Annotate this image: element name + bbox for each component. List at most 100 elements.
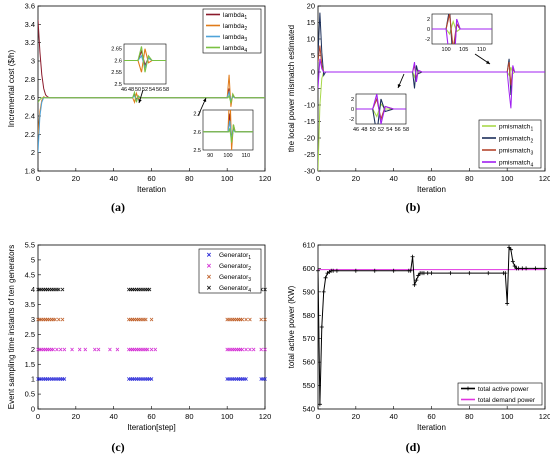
c-event-marker-g3: × xyxy=(142,317,146,324)
c-event-marker-g3: × xyxy=(227,317,231,324)
c-event-marker-g1: × xyxy=(146,377,150,384)
d-series-point xyxy=(520,266,525,271)
b-inset-1: 100 105 110 -2 0 2 xyxy=(425,13,493,53)
c-event-marker-g1: × xyxy=(233,377,237,384)
a-zoom-arrow-2-head xyxy=(202,98,207,102)
a-ytick-label: 3.2 xyxy=(25,38,35,47)
d-series-point xyxy=(372,268,377,273)
a-legend-label-text: lambda xyxy=(223,34,245,41)
b-ytick-label: -10 xyxy=(304,101,315,110)
c-ytick-label: 3.5 xyxy=(25,300,35,309)
c-event-marker-g1: × xyxy=(136,377,140,384)
c-event-marker-g1: × xyxy=(244,377,248,384)
c-event-marker-g2: × xyxy=(51,347,55,354)
c-event-marker-g1: × xyxy=(38,377,42,384)
d-series-point xyxy=(510,259,515,264)
c-event-marker-g3: × xyxy=(42,317,46,324)
d-xtick-label: 100 xyxy=(501,412,514,421)
d-series-point xyxy=(486,271,491,276)
c-ytick-label: 4.5 xyxy=(25,270,35,279)
c-ytick-label: 4 xyxy=(31,285,35,294)
c-xtick-label: 0 xyxy=(36,412,40,421)
b-inset-xtick-label: 105 xyxy=(459,47,468,53)
c-event-marker-g3: × xyxy=(240,317,244,324)
b-legend-box xyxy=(478,119,542,169)
c-event-marker-g3: × xyxy=(231,317,235,324)
c-event-marker-g2: × xyxy=(235,347,239,354)
c-event-marker-g4: × xyxy=(136,287,140,294)
c-legend-label-text: Generator xyxy=(219,252,249,259)
c-event-marker-g1: × xyxy=(259,377,263,384)
a-inset-ytick-label: 2.65 xyxy=(111,47,122,53)
a-inset-xtick-label: 46 xyxy=(121,87,127,93)
c-event-marker-g4: × xyxy=(36,287,40,294)
c-event-marker-g1: × xyxy=(229,377,233,384)
c-event-marker-g1: × xyxy=(42,377,46,384)
a-legend-label: lambda4 xyxy=(223,45,247,54)
a-inset-ytick-label: 2.55 xyxy=(111,70,122,76)
a-legend-label-sub: 2 xyxy=(244,26,247,32)
c-event-marker-g3: × xyxy=(136,317,140,324)
caption-a: (a) xyxy=(111,200,125,214)
c-event-marker-g2: × xyxy=(144,347,148,354)
b-legend-label: pmismatch3 xyxy=(499,148,533,157)
c-event-marker-g2: × xyxy=(248,347,252,354)
b-xtick-label: 60 xyxy=(427,174,435,183)
c-event-marker-g3: × xyxy=(127,317,131,324)
c-event-marker-g1: × xyxy=(144,377,148,384)
a-inset-xtick-label: 58 xyxy=(163,87,169,93)
d-series-point xyxy=(317,402,322,407)
d-legend-label: total demand power xyxy=(478,397,536,404)
c-event-marker-g1: × xyxy=(231,377,235,384)
a-inset-xtick-label: 54 xyxy=(149,87,155,93)
a-legend-label-text: lambda xyxy=(223,23,245,30)
c-ytick-label: 5.5 xyxy=(25,241,35,250)
c-event-marker-g2: × xyxy=(263,347,267,354)
d-series-point xyxy=(408,268,413,273)
c-legend-label: Generator1 xyxy=(219,252,251,261)
d-series-point xyxy=(533,266,538,271)
d-series-point xyxy=(503,271,508,276)
b-legend-label-text: pmismatch xyxy=(499,136,531,143)
c-event-marker-g3: × xyxy=(40,317,44,324)
c-event-marker-g2: × xyxy=(78,347,82,354)
b-ytick-label: 10 xyxy=(307,35,315,44)
b-ytick-label: 20 xyxy=(307,2,315,11)
panel-b-power-mismatch: 0 20 40 60 80 100 120-30-25-20-15-10-505101520… xyxy=(287,2,550,195)
c-xtick-label: 100 xyxy=(221,412,234,421)
a-ytick-label: 2.2 xyxy=(25,130,35,139)
b-inset-series-line-3 xyxy=(356,97,406,122)
a-inset-ytick-label: 2.6 xyxy=(114,58,122,64)
c-event-marker-g3: × xyxy=(47,317,51,324)
a-xtick-label: 120 xyxy=(259,174,272,183)
c-legend-label-sub: 2 xyxy=(248,266,251,272)
c-event-marker-g4: × xyxy=(263,287,267,294)
d-legend-marker xyxy=(466,386,470,391)
c-event-marker-g4: × xyxy=(44,287,48,294)
d-series-point xyxy=(416,273,421,278)
a-ytick-label: 2.4 xyxy=(25,112,35,121)
c-event-marker-g2: × xyxy=(134,347,138,354)
c-event-marker-g4: × xyxy=(49,287,53,294)
c-event-marker-g2: × xyxy=(244,347,248,354)
c-event-marker-g3: × xyxy=(45,317,49,324)
c-xlabel: Iteration[step] xyxy=(127,423,175,432)
c-event-marker-g1: × xyxy=(140,377,144,384)
c-event-marker-g1: × xyxy=(49,377,53,384)
d-series-point xyxy=(353,268,358,273)
c-event-marker-g3: × xyxy=(132,317,136,324)
a-legend-label-sub: 1 xyxy=(244,15,247,21)
c-event-marker-g3: × xyxy=(248,317,252,324)
c-event-marker-g3: × xyxy=(144,317,148,324)
d-series-point xyxy=(319,325,324,329)
b-legend-label: pmismatch4 xyxy=(499,160,533,169)
a-legend-label: lambda2 xyxy=(223,23,247,32)
c-event-marker-g3: × xyxy=(244,317,248,324)
d-series-point xyxy=(524,266,529,271)
c-legend-label: Generator4 xyxy=(219,285,251,294)
b-ytick-label: 0 xyxy=(311,68,315,77)
c-ytick-label: 2 xyxy=(31,345,35,354)
c-event-marker-g1: × xyxy=(142,377,146,384)
d-xtick-label: 0 xyxy=(316,412,320,421)
c-event-marker-g4: × xyxy=(132,287,136,294)
